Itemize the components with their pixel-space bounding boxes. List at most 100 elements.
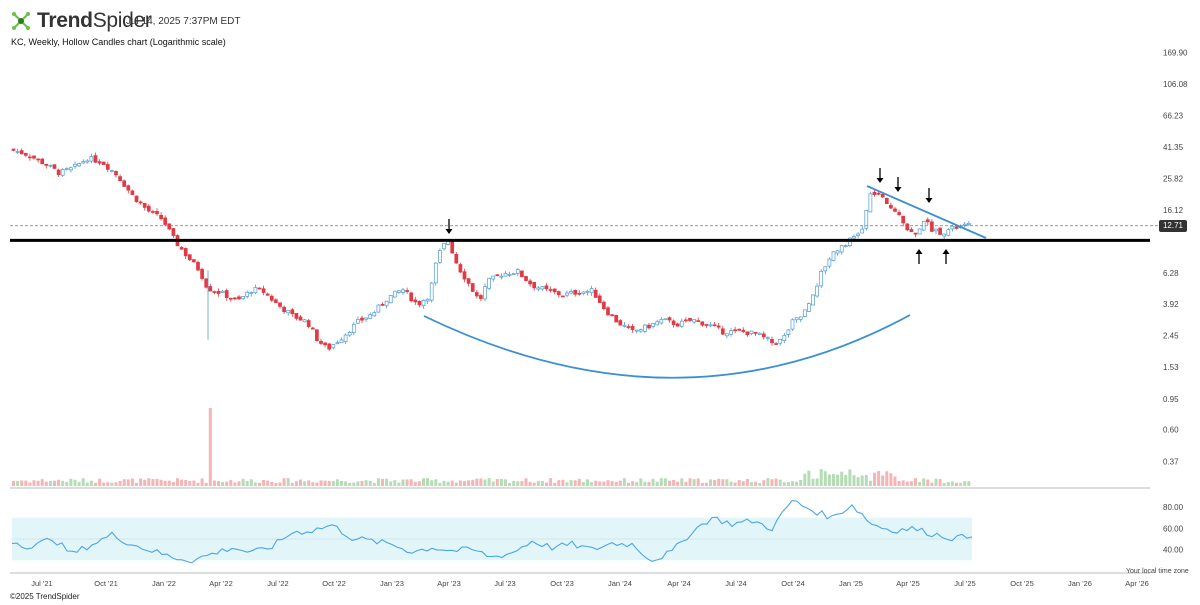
candle-body [852,236,856,239]
volume-bar [20,480,24,486]
candle [778,338,783,346]
candle [807,302,811,312]
candle-body [196,261,200,271]
candle-body [880,194,885,198]
candle [839,245,844,255]
candle-body [298,316,303,321]
candle-body [466,278,471,284]
candle [827,257,832,269]
volume-bar [376,478,380,486]
candle [28,153,32,161]
candle [146,203,151,213]
volume-bar [774,478,778,486]
candle [487,277,491,291]
volume-bar [606,480,610,486]
candle [294,312,299,321]
candle [860,226,865,234]
x-axis-label: Apr '26 [1125,579,1149,588]
candle [704,324,709,328]
volume-bar [467,480,471,486]
volume-bar [766,478,770,486]
candle [511,273,516,276]
candle [417,300,422,308]
volume-bar [344,481,348,486]
candle-body [159,214,163,220]
volume-bar [553,482,557,486]
volume-bar [819,469,823,486]
candle-body [438,250,442,263]
candle [737,328,742,331]
volume-bar [44,481,48,486]
candle [934,228,938,235]
candle-body [495,274,500,277]
candle [302,318,307,323]
volume-bar [450,480,454,486]
candle-body [712,324,717,327]
candle [224,288,229,301]
volume-bar [549,478,553,486]
candle [192,259,196,263]
volume-bar [163,480,167,486]
candle [253,284,258,295]
candle-body [93,155,98,163]
price-axis-tick: 106.08 [1163,80,1188,89]
candle [450,241,455,254]
volume-bar [118,480,122,486]
rounded-bottom-curve [423,314,911,379]
candle [556,290,561,298]
candle [638,328,643,333]
candle [897,209,901,217]
volume-bar [184,480,188,486]
volume-bar [139,478,143,486]
x-axis-label: Jul '22 [267,579,288,588]
candle [626,324,631,330]
candle [110,169,114,173]
volume-bar [151,479,155,486]
volume-bar [167,480,171,486]
candle [749,330,754,336]
candle [142,202,147,211]
volume-bar [508,482,512,486]
candle [585,289,590,296]
down-arrow-icon [894,177,902,192]
volume-bar [315,482,319,486]
candle [474,289,479,299]
candle-body [864,209,869,229]
volume-bar [647,482,651,486]
candle-series [11,148,971,352]
volume-bar [258,482,261,486]
volume-bar [352,482,356,486]
arrow-head [942,249,950,254]
volume-bar [475,478,479,486]
candle-body [606,307,610,316]
volume-bar [676,481,680,486]
candle-body [274,299,278,303]
candle [19,148,24,155]
candle-body [356,319,360,324]
candle-body [651,323,655,327]
volume-bar [135,482,138,486]
candle-body [876,192,881,195]
arrow-head [876,178,884,183]
candle-body [692,319,696,323]
candle-body [950,225,955,230]
candle-body [118,176,122,182]
volume-bar [598,481,602,486]
candle [155,208,159,216]
rsi-axis-tick: 80.00 [1163,503,1184,512]
candle [413,296,418,305]
candle-body [634,329,639,332]
price-axis-tick: 25.82 [1163,174,1184,183]
candle-body [36,158,40,161]
candle [241,296,245,301]
volume-bar [217,481,220,486]
trendspider-logo[interactable]: TrendSpider [10,9,152,33]
candle [766,336,770,342]
candle [126,184,131,194]
volume-bar [286,478,290,486]
candle [32,155,36,160]
local-time-note: Your local time zone [1126,568,1189,575]
candle-body [602,301,606,310]
volume-bar [914,478,917,486]
